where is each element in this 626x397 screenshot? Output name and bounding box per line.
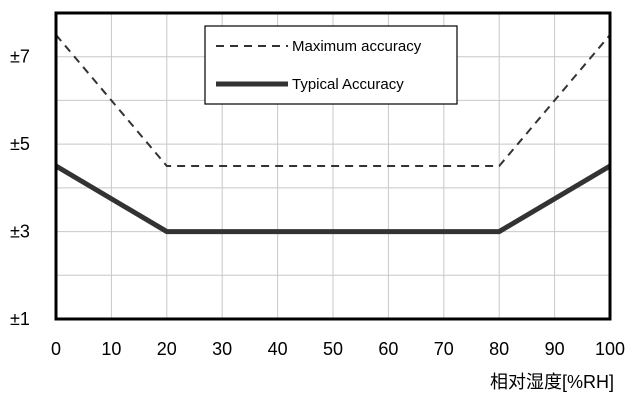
legend-label-typical-accuracy: Typical Accuracy: [292, 76, 404, 93]
y-tick-labels: ±1 ±3 ±5 ±7: [10, 47, 30, 329]
x-tick-label-60: 60: [378, 339, 398, 359]
x-tick-label-100: 100: [595, 339, 625, 359]
x-tick-label-80: 80: [489, 339, 509, 359]
series-line-maximum-accuracy: [55, 34, 611, 167]
legend-label-maximum-accuracy: Maximum accuracy: [292, 38, 422, 55]
y-tick-label-7: ±7: [10, 47, 30, 67]
y-tick-label-1: ±1: [10, 309, 30, 329]
x-tick-label-70: 70: [434, 339, 454, 359]
series-layer: [54, 34, 612, 235]
legend-box: [204, 25, 458, 105]
x-tick-label-90: 90: [545, 339, 565, 359]
x-axis-title: 相对湿度[%RH]: [490, 372, 614, 392]
x-tick-label-0: 0: [51, 339, 61, 359]
y-tick-label-5: ±5: [10, 134, 30, 154]
x-tick-label-40: 40: [268, 339, 288, 359]
x-tick-label-20: 20: [157, 339, 177, 359]
plot-frame: [54, 11, 612, 321]
x-tick-labels: 0 10 20 30 40 50 60 70 80 90 100: [51, 339, 625, 359]
x-tick-label-10: 10: [101, 339, 121, 359]
x-tick-label-30: 30: [212, 339, 232, 359]
series-line-typical-accuracy: [54, 163, 612, 235]
x-tick-label-50: 50: [323, 339, 343, 359]
legend: Maximum accuracy Typical Accuracy: [204, 25, 458, 105]
y-tick-label-3: ±3: [10, 222, 30, 242]
